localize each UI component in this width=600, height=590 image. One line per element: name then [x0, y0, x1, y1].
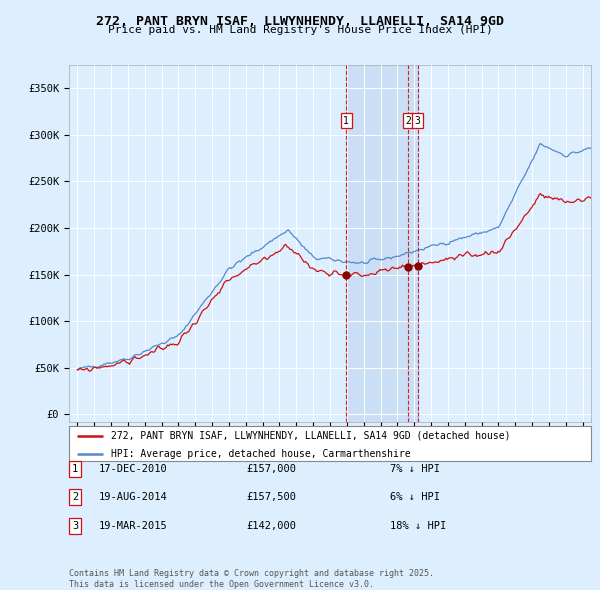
Text: 272, PANT BRYN ISAF, LLWYNHENDY, LLANELLI, SA14 9GD: 272, PANT BRYN ISAF, LLWYNHENDY, LLANELL…	[96, 15, 504, 28]
Text: 1: 1	[343, 116, 349, 126]
Text: 1: 1	[72, 464, 78, 474]
Text: 2: 2	[72, 493, 78, 502]
Text: 272, PANT BRYN ISAF, LLWYNHENDY, LLANELLI, SA14 9GD (detached house): 272, PANT BRYN ISAF, LLWYNHENDY, LLANELL…	[111, 431, 510, 441]
Text: 6% ↓ HPI: 6% ↓ HPI	[390, 493, 440, 502]
Text: £142,000: £142,000	[246, 521, 296, 530]
Text: 3: 3	[415, 116, 421, 126]
Text: 19-MAR-2015: 19-MAR-2015	[99, 521, 168, 530]
Text: Price paid vs. HM Land Registry's House Price Index (HPI): Price paid vs. HM Land Registry's House …	[107, 25, 493, 35]
Text: 18% ↓ HPI: 18% ↓ HPI	[390, 521, 446, 530]
Text: 2: 2	[405, 116, 411, 126]
Text: £157,500: £157,500	[246, 493, 296, 502]
Text: £157,000: £157,000	[246, 464, 296, 474]
Text: HPI: Average price, detached house, Carmarthenshire: HPI: Average price, detached house, Carm…	[111, 448, 410, 458]
Text: 17-DEC-2010: 17-DEC-2010	[99, 464, 168, 474]
Text: 7% ↓ HPI: 7% ↓ HPI	[390, 464, 440, 474]
Text: Contains HM Land Registry data © Crown copyright and database right 2025.
This d: Contains HM Land Registry data © Crown c…	[69, 569, 434, 589]
Text: 19-AUG-2014: 19-AUG-2014	[99, 493, 168, 502]
Bar	[346, 65, 418, 422]
Text: 3: 3	[72, 521, 78, 530]
